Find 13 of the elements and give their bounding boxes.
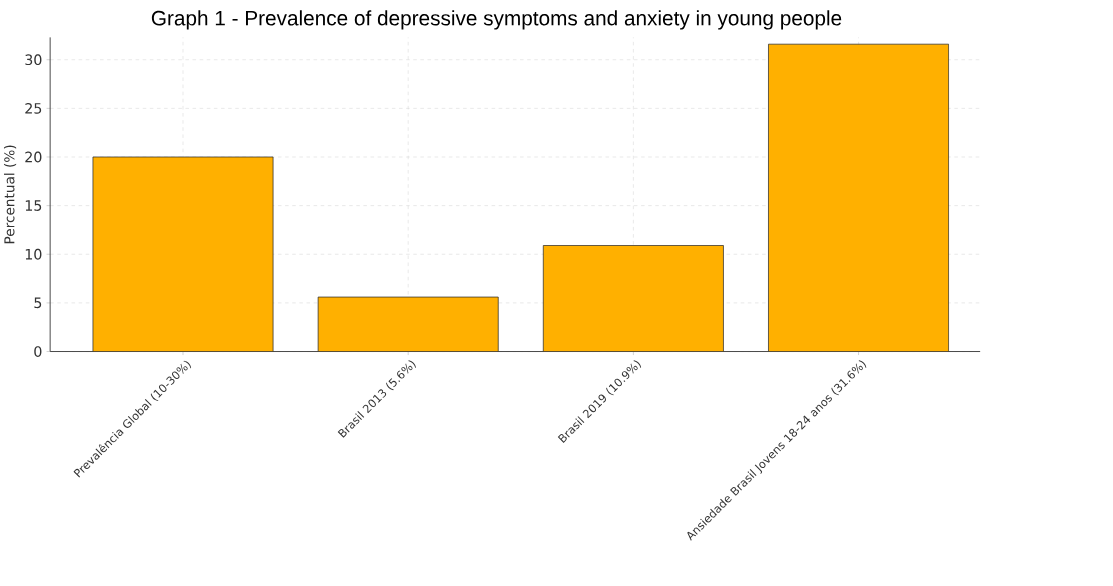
chart-title: Graph 1 - Prevalence of depressive symptoms and anxiety in young people: [151, 10, 842, 30]
y-tick-label: 10: [25, 248, 42, 260]
y-tick-label: 30: [25, 54, 42, 65]
y-tick-label: 5: [34, 297, 42, 308]
y-tick-label: 0: [34, 345, 42, 357]
y-tick-label: 15: [25, 200, 42, 211]
y-axis-title: Percentual (%): [3, 145, 17, 243]
bar: [317, 296, 499, 352]
bar: [768, 43, 949, 352]
y-tick-label: 25: [25, 102, 42, 114]
bar: [92, 156, 274, 352]
bar: [542, 244, 724, 352]
y-tick-label: 20: [25, 151, 42, 163]
